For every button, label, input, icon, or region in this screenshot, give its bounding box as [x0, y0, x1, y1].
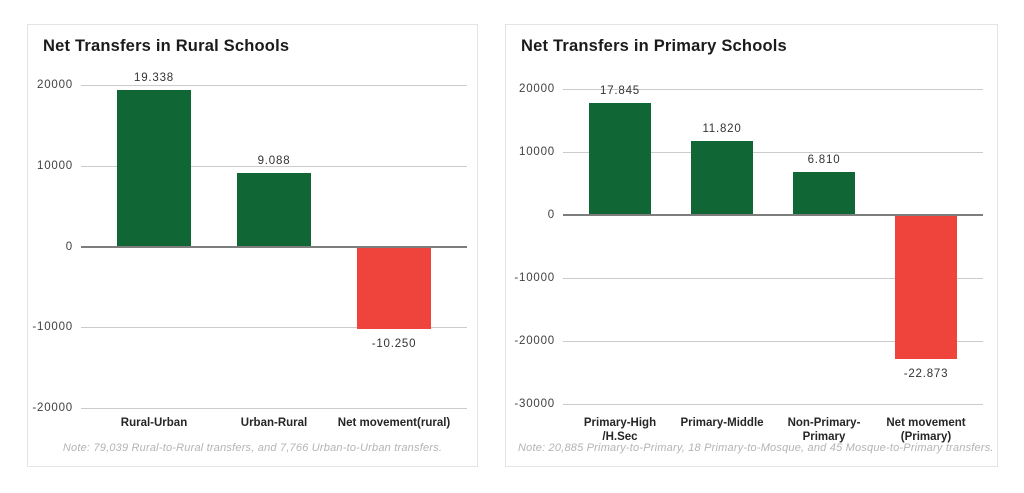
bar-value-label: 6.810	[807, 154, 841, 167]
bar-non-primary-primary	[793, 172, 855, 215]
bar-value-label: -22.873	[903, 368, 949, 381]
bar-primary-middle	[691, 140, 753, 215]
x-axis-category-label: Net movement (Primary)	[886, 417, 966, 444]
chart-card-primary-schools: Net Transfers in Primary Schools 20000 10…	[505, 24, 998, 467]
bar-net-movement-primary	[895, 215, 957, 360]
y-axis-tick-label: 10000	[37, 159, 73, 172]
gridline	[563, 152, 983, 153]
gridline	[563, 341, 983, 342]
zero-axis-line	[563, 214, 983, 216]
x-axis-category-label: Primary-Middle	[680, 417, 764, 429]
x-axis-category-label: Urban-Rural	[240, 417, 308, 429]
bar-chart-plot: 20000 10000 0 -10000 -20000 -30000 17.845 Prima…	[514, 83, 983, 443]
y-axis-tick-label: 10000	[519, 146, 555, 158]
x-axis-category-label: Rural-Urban	[120, 417, 188, 429]
y-axis-tick-label: -20000	[514, 335, 555, 347]
bar-value-label: -10.250	[371, 338, 417, 351]
chart-card-rural-schools: Net Transfers in Rural Schools 20000 1000…	[27, 24, 478, 467]
bar-chart-plot: 20000 10000 0 -10000 -20000 19.338 Rural-Urban…	[32, 72, 467, 429]
bar-value-label: 11.820	[702, 122, 742, 135]
y-axis-tick-label: -10000	[32, 321, 73, 334]
chart-note: Note: 79,039 Rural-to-Rural transfers, a…	[62, 442, 443, 454]
bar-urban-rural	[237, 173, 311, 247]
x-axis-category-label: Non-Primary-Primary	[787, 417, 861, 444]
bar-value-label: 17.845	[600, 84, 640, 97]
gridline	[81, 165, 467, 167]
chart-title: Net Transfers in Primary Schools	[521, 37, 787, 55]
bar-value-label: 19.338	[134, 72, 174, 85]
gridline	[563, 89, 983, 90]
y-axis-tick-label: -30000	[514, 398, 555, 410]
gridline	[563, 278, 983, 279]
y-axis-tick-label: 20000	[37, 79, 73, 91]
zero-axis-line	[81, 245, 467, 248]
y-axis-tick-label: -10000	[514, 272, 555, 284]
y-axis-tick-label: 20000	[519, 83, 555, 95]
bar-net-movement-rural	[357, 246, 431, 330]
y-axis-tick-label: 0	[547, 209, 555, 221]
chart-title: Net Transfers in Rural Schools	[43, 37, 290, 55]
y-axis-tick-label: -20000	[32, 402, 73, 414]
gridline	[81, 408, 467, 409]
y-axis-tick-label: 0	[65, 240, 73, 253]
bar-value-label: 9.088	[257, 155, 291, 168]
x-axis-category-label: Net movement(rural)	[337, 417, 451, 429]
chart-note: Note: 20,885 Primary-to-Primary, 18 Prim…	[518, 442, 994, 454]
bar-primary-high-h-sec	[589, 102, 651, 215]
bar-rural-urban	[117, 90, 191, 247]
gridline	[563, 404, 983, 405]
gridline	[81, 85, 467, 86]
gridline	[81, 327, 467, 329]
x-axis-category-label: Primary-High /H.Sec	[583, 417, 657, 444]
